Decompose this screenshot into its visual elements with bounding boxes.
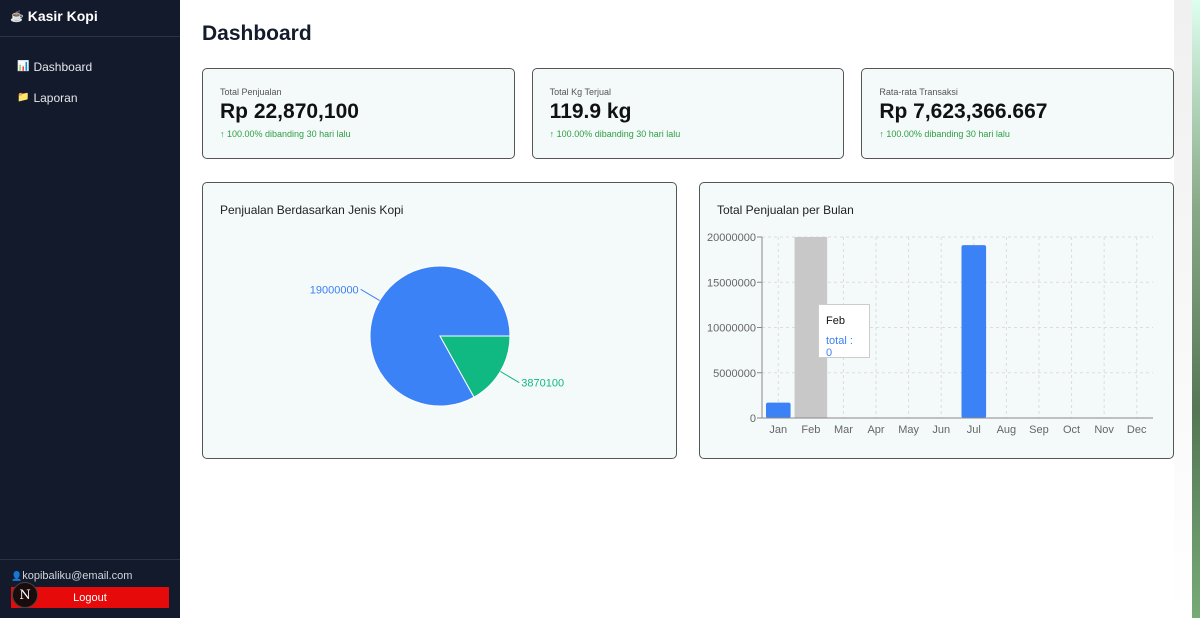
logout-button[interactable]: Logout — [11, 587, 169, 608]
x-tick-label: Jul — [967, 424, 981, 436]
brand: ☕ Kasir Kopi — [0, 0, 180, 37]
x-tick-label: Apr — [867, 424, 884, 436]
y-tick-label: 0 — [750, 413, 756, 425]
pie-label: 19000000 — [310, 284, 359, 296]
card-delta: ↑ 100.00% dibanding 30 hari lalu — [220, 129, 351, 139]
pie-chart: 19000000 3870100 — [310, 265, 564, 407]
coffee-icon: ☕ — [10, 10, 24, 23]
bar — [961, 245, 987, 418]
pie-label-line — [500, 371, 520, 384]
sidebar-item-dashboard[interactable]: 📊 Dashboard — [0, 51, 180, 82]
card-label: Total Penjualan — [220, 87, 282, 97]
card-value: Rp 7,623,366.667 — [879, 100, 1048, 123]
chart-tooltip: Feb total : 0 — [818, 304, 870, 359]
y-tick-label: 20000000 — [707, 232, 756, 244]
chart-icon: 📊 — [17, 61, 30, 72]
y-tick-label: 10000000 — [707, 323, 756, 335]
brand-name: Kasir Kopi — [27, 8, 98, 24]
bar-chart: 0 5000000 10000000 15000000 20000000 Jan Feb Ma… — [707, 232, 1153, 436]
background-strip — [1174, 0, 1200, 618]
x-tick-label: May — [898, 424, 919, 436]
x-tick-label: Oct — [1063, 424, 1080, 436]
stat-card-rata-rata: Rata-rata Transaksi Rp 7,623,366.667 ↑ 100… — [861, 68, 1175, 159]
bar — [766, 402, 791, 418]
user-icon: 👤 — [11, 571, 23, 581]
sidebar: ☕ Kasir Kopi 📊 Dashboard 📁 Laporan 👤kopibal… — [0, 0, 180, 618]
y-tick-label: 5000000 — [713, 368, 756, 380]
user-email: 👤kopibaliku@email.com — [11, 570, 169, 582]
x-tick-label: Aug — [997, 424, 1017, 436]
card-value: Rp 22,870,100 — [220, 100, 359, 123]
sidebar-item-laporan[interactable]: 📁 Laporan — [0, 82, 180, 113]
x-tick-label: Mar — [834, 424, 853, 436]
bar-chart-panel: Total Penjualan per Bulan 0 5000000 100000… — [699, 182, 1174, 459]
pie-chart-panel: Penjualan Berdasarkan Jenis Kopi 1900000… — [202, 182, 677, 459]
card-label: Total Kg Terjual — [549, 87, 612, 97]
card-label: Rata-rata Transaksi — [879, 87, 958, 97]
y-tick-label: 15000000 — [707, 277, 756, 289]
tooltip-value: total : 0 — [826, 335, 853, 359]
x-tick-label: Jan — [769, 424, 787, 436]
x-tick-label: Feb — [801, 424, 820, 436]
folder-icon: 📁 — [17, 92, 30, 103]
card-delta: ↑ 100.00% dibanding 30 hari lalu — [879, 129, 1010, 139]
nextjs-badge[interactable]: N — [12, 582, 38, 608]
sidebar-item-label: Laporan — [33, 90, 78, 105]
tooltip-label: Feb — [826, 315, 845, 327]
chart-title: Total Penjualan per Bulan — [717, 203, 854, 217]
pie-label-line — [360, 288, 380, 301]
pie-label: 3870100 — [521, 378, 564, 390]
stat-card-total-kg: Total Kg Terjual 119.9 kg ↑ 100.00% diband… — [531, 68, 845, 159]
sidebar-item-label: Dashboard — [33, 59, 93, 74]
card-delta: ↑ 100.00% dibanding 30 hari lalu — [549, 129, 681, 139]
stat-card-total-penjualan: Total Penjualan Rp 22,870,100 ↑ 100.00% di… — [202, 68, 515, 159]
pie-slice — [439, 335, 511, 398]
email-text: kopibaliku@email.com — [22, 570, 133, 582]
card-value: 119.9 kg — [549, 100, 632, 123]
chart-title: Penjualan Berdasarkan Jenis Kopi — [220, 203, 404, 217]
x-tick-label: Jun — [932, 424, 950, 436]
x-tick-label: Nov — [1094, 424, 1114, 436]
x-tick-label: Sep — [1029, 424, 1049, 436]
x-tick-label: Dec — [1127, 424, 1147, 436]
page-title: Dashboard — [202, 22, 312, 45]
